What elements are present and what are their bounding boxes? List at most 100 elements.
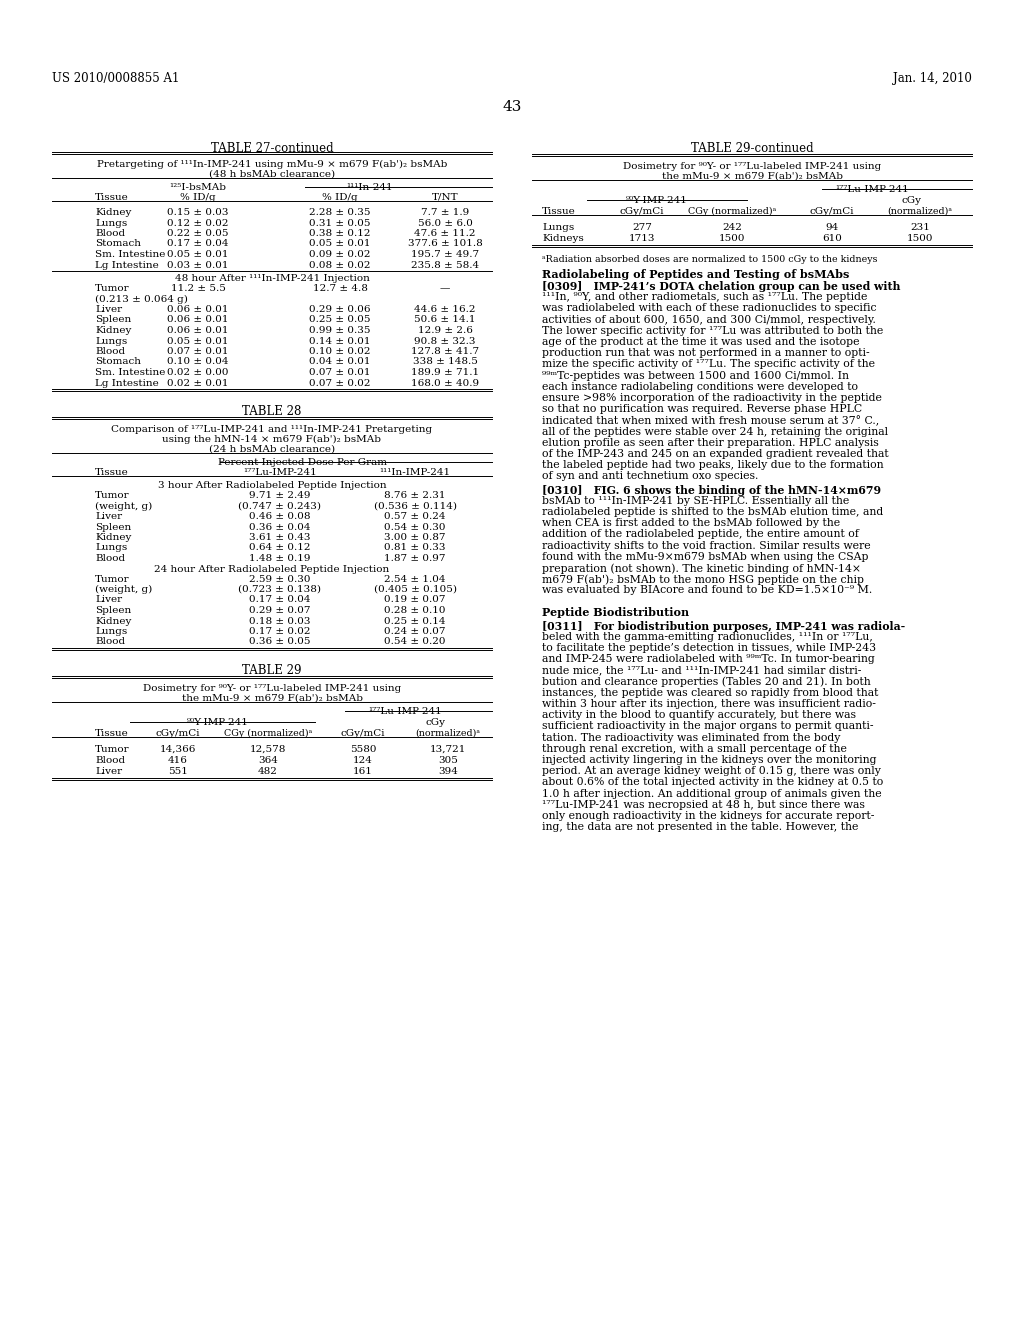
Text: cGy/mCi: cGy/mCi	[341, 729, 385, 738]
Text: 161: 161	[353, 767, 373, 776]
Text: Tissue: Tissue	[95, 729, 129, 738]
Text: (weight, g): (weight, g)	[95, 585, 153, 594]
Text: and IMP-245 were radiolabeled with ⁹⁹ᵐTc. In tumor-bearing: and IMP-245 were radiolabeled with ⁹⁹ᵐTc…	[542, 655, 874, 664]
Text: Lungs: Lungs	[95, 337, 127, 346]
Text: was evaluated by BIAcore and found to be KD=1.5×10⁻⁹ M.: was evaluated by BIAcore and found to be…	[542, 585, 872, 595]
Text: instances, the peptide was cleared so rapidly from blood that: instances, the peptide was cleared so ra…	[542, 688, 879, 698]
Text: Tumor: Tumor	[95, 744, 130, 754]
Text: 0.99 ± 0.35: 0.99 ± 0.35	[309, 326, 371, 335]
Text: each instance radiolabeling conditions were developed to: each instance radiolabeling conditions w…	[542, 381, 858, 392]
Text: Lg Intestine: Lg Intestine	[95, 379, 159, 388]
Text: 0.22 ± 0.05: 0.22 ± 0.05	[167, 228, 228, 238]
Text: 0.08 ± 0.02: 0.08 ± 0.02	[309, 260, 371, 269]
Text: 7.7 ± 1.9: 7.7 ± 1.9	[421, 209, 469, 216]
Text: Kidney: Kidney	[95, 209, 131, 216]
Text: cGy/mCi: cGy/mCi	[620, 207, 665, 216]
Text: (0.213 ± 0.064 g): (0.213 ± 0.064 g)	[95, 294, 187, 304]
Text: m679 F(ab')₂ bsMAb to the mono HSG peptide on the chip: m679 F(ab')₂ bsMAb to the mono HSG pepti…	[542, 574, 864, 585]
Text: (48 h bsMAb clearance): (48 h bsMAb clearance)	[209, 170, 335, 180]
Text: ¹⁷⁷Lu-IMP-241: ¹⁷⁷Lu-IMP-241	[243, 469, 316, 477]
Text: Kidney: Kidney	[95, 326, 131, 335]
Text: cGy: cGy	[425, 718, 445, 727]
Text: ¹⁷⁷Lu-IMP-241 was necropsied at 48 h, but since there was: ¹⁷⁷Lu-IMP-241 was necropsied at 48 h, bu…	[542, 800, 865, 809]
Text: 0.29 ± 0.06: 0.29 ± 0.06	[309, 305, 371, 314]
Text: Blood: Blood	[95, 347, 125, 356]
Text: CGy (normalized)ᵃ: CGy (normalized)ᵃ	[224, 729, 312, 738]
Text: the mMu-9 × m679 F(ab')₂ bsMAb: the mMu-9 × m679 F(ab')₂ bsMAb	[662, 172, 843, 181]
Text: 12,578: 12,578	[250, 744, 286, 754]
Text: elution profile as seen after their preparation. HPLC analysis: elution profile as seen after their prep…	[542, 438, 879, 447]
Text: activity in the blood to quantify accurately, but there was: activity in the blood to quantify accura…	[542, 710, 856, 721]
Text: ᵃRadiation absorbed doses are normalized to 1500 cGy to the kidneys: ᵃRadiation absorbed doses are normalized…	[542, 255, 878, 264]
Text: 0.07 ± 0.02: 0.07 ± 0.02	[309, 379, 371, 388]
Text: so that no purification was required. Reverse phase HPLC: so that no purification was required. Re…	[542, 404, 862, 414]
Text: T/NT: T/NT	[432, 193, 459, 202]
Text: Lungs: Lungs	[95, 219, 127, 227]
Text: preparation (not shown). The kinetic binding of hMN-14×: preparation (not shown). The kinetic bin…	[542, 564, 861, 574]
Text: Blood: Blood	[95, 756, 125, 766]
Text: of the IMP-243 and 245 on an expanded gradient revealed that: of the IMP-243 and 245 on an expanded gr…	[542, 449, 889, 459]
Text: Liver: Liver	[95, 512, 122, 521]
Text: (normalized)ᵃ: (normalized)ᵃ	[888, 207, 952, 216]
Text: Liver: Liver	[95, 595, 122, 605]
Text: (0.747 ± 0.243): (0.747 ± 0.243)	[239, 502, 322, 511]
Text: 3 hour After Radiolabeled Peptide Injection: 3 hour After Radiolabeled Peptide Inject…	[158, 480, 386, 490]
Text: sufficient radioactivity in the major organs to permit quanti-: sufficient radioactivity in the major or…	[542, 722, 873, 731]
Text: 394: 394	[438, 767, 458, 776]
Text: beled with the gamma-emitting radionuclides, ¹¹¹In or ¹⁷⁷Lu,: beled with the gamma-emitting radionucli…	[542, 632, 872, 642]
Text: using the hMN-14 × m679 F(ab')₂ bsMAb: using the hMN-14 × m679 F(ab')₂ bsMAb	[163, 436, 382, 444]
Text: The lower specific activity for ¹⁷⁷Lu was attributed to both the: The lower specific activity for ¹⁷⁷Lu wa…	[542, 326, 884, 335]
Text: Dosimetry for ⁹⁰Y- or ¹⁷⁷Lu-labeled IMP-241 using: Dosimetry for ⁹⁰Y- or ¹⁷⁷Lu-labeled IMP-…	[143, 684, 401, 693]
Text: 189.9 ± 71.1: 189.9 ± 71.1	[411, 368, 479, 378]
Text: 12.9 ± 2.6: 12.9 ± 2.6	[418, 326, 472, 335]
Text: through renal excretion, with a small percentage of the: through renal excretion, with a small pe…	[542, 743, 847, 754]
Text: cGy/mCi: cGy/mCi	[156, 729, 201, 738]
Text: 0.02 ± 0.01: 0.02 ± 0.01	[167, 379, 228, 388]
Text: 94: 94	[825, 223, 839, 232]
Text: 242: 242	[722, 223, 742, 232]
Text: [0310]   FIG. 6 shows the binding of the hMN-14×m679: [0310] FIG. 6 shows the binding of the h…	[542, 484, 881, 495]
Text: 2.54 ± 1.04: 2.54 ± 1.04	[384, 574, 445, 583]
Text: Kidney: Kidney	[95, 533, 131, 543]
Text: Lungs: Lungs	[95, 544, 127, 553]
Text: 1500: 1500	[906, 234, 933, 243]
Text: Tissue: Tissue	[542, 207, 575, 216]
Text: 3.00 ± 0.87: 3.00 ± 0.87	[384, 533, 445, 543]
Text: indicated that when mixed with fresh mouse serum at 37° C.,: indicated that when mixed with fresh mou…	[542, 416, 880, 426]
Text: % ID/g: % ID/g	[180, 193, 216, 202]
Text: 0.25 ± 0.05: 0.25 ± 0.05	[309, 315, 371, 325]
Text: 0.38 ± 0.12: 0.38 ± 0.12	[309, 228, 371, 238]
Text: bsMAb to ¹¹¹In-IMP-241 by SE-HPLC. Essentially all the: bsMAb to ¹¹¹In-IMP-241 by SE-HPLC. Essen…	[542, 496, 849, 506]
Text: Tissue: Tissue	[95, 193, 129, 202]
Text: 0.57 ± 0.24: 0.57 ± 0.24	[384, 512, 445, 521]
Text: 195.7 ± 49.7: 195.7 ± 49.7	[411, 249, 479, 259]
Text: TABLE 29-continued: TABLE 29-continued	[690, 143, 813, 154]
Text: activities of about 600, 1650, and 300 Ci/mmol, respectively.: activities of about 600, 1650, and 300 C…	[542, 314, 876, 325]
Text: (24 h bsMAb clearance): (24 h bsMAb clearance)	[209, 445, 335, 454]
Text: 44.6 ± 16.2: 44.6 ± 16.2	[415, 305, 476, 314]
Text: 0.05 ± 0.01: 0.05 ± 0.01	[167, 337, 228, 346]
Text: 551: 551	[168, 767, 188, 776]
Text: cGy/mCi: cGy/mCi	[810, 207, 854, 216]
Text: 0.04 ± 0.01: 0.04 ± 0.01	[309, 358, 371, 367]
Text: TABLE 27-continued: TABLE 27-continued	[211, 143, 334, 154]
Text: (normalized)ᵃ: (normalized)ᵃ	[416, 729, 480, 738]
Text: was radiolabeled with each of these radionuclides to specific: was radiolabeled with each of these radi…	[542, 304, 877, 313]
Text: 2.59 ± 0.30: 2.59 ± 0.30	[249, 574, 310, 583]
Text: Blood: Blood	[95, 554, 125, 564]
Text: Jan. 14, 2010: Jan. 14, 2010	[893, 73, 972, 84]
Text: ⁹⁰Y-IMP-241: ⁹⁰Y-IMP-241	[187, 718, 249, 727]
Text: Tumor: Tumor	[95, 491, 130, 500]
Text: 0.54 ± 0.30: 0.54 ± 0.30	[384, 523, 445, 532]
Text: (0.405 ± 0.105): (0.405 ± 0.105)	[374, 585, 457, 594]
Text: found with the mMu-9×m679 bsMAb when using the CSAp: found with the mMu-9×m679 bsMAb when usi…	[542, 552, 868, 562]
Text: (weight, g): (weight, g)	[95, 502, 153, 511]
Text: ¹⁷⁷Lu-IMP-241: ¹⁷⁷Lu-IMP-241	[836, 185, 909, 194]
Text: 0.28 ± 0.10: 0.28 ± 0.10	[384, 606, 445, 615]
Text: Spleen: Spleen	[95, 606, 131, 615]
Text: radioactivity shifts to the void fraction. Similar results were: radioactivity shifts to the void fractio…	[542, 541, 870, 550]
Text: 14,366: 14,366	[160, 744, 197, 754]
Text: 24 hour After Radiolabeled Peptide Injection: 24 hour After Radiolabeled Peptide Injec…	[155, 565, 389, 573]
Text: about 0.6% of the total injected activity in the kidney at 0.5 to: about 0.6% of the total injected activit…	[542, 777, 884, 788]
Text: 0.31 ± 0.05: 0.31 ± 0.05	[309, 219, 371, 227]
